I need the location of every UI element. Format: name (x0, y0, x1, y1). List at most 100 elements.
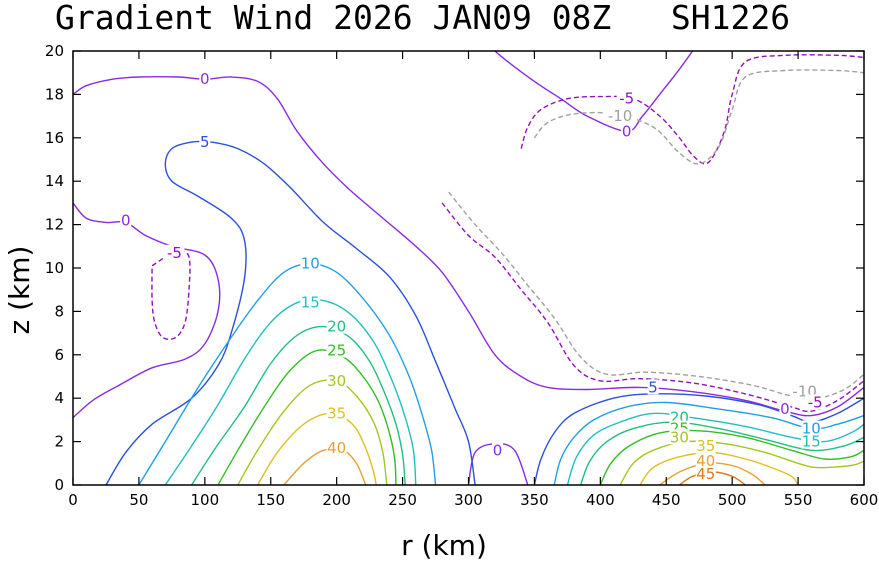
x-tick-label: 500 (718, 491, 747, 509)
contour-label-bg (326, 440, 347, 456)
contour-label-0-4: 0 (780, 400, 790, 418)
y-axis: 0 2 4 6 8 10 12 14 16 18 20 (45, 42, 864, 494)
contour-label-bg (120, 212, 132, 228)
contour-label-5-1: 5 (648, 378, 658, 396)
contour-line-40-23 (283, 447, 367, 486)
contour-line-35-22 (639, 451, 799, 486)
contour-line-0-3 (494, 50, 694, 133)
y-tick-label: 0 (54, 476, 64, 494)
x-tick-label: 250 (388, 491, 417, 509)
y-tick-label: 16 (45, 129, 64, 147)
x-tick-label: 200 (322, 491, 351, 509)
contour-line-0-0 (72, 76, 865, 417)
contour-line-20-16 (579, 421, 865, 486)
x-tick-label: 600 (850, 491, 879, 509)
x-tick-label: 550 (784, 491, 813, 509)
contour-label-bg (621, 123, 633, 139)
contour-line-30-20 (619, 440, 865, 486)
contour-line-neg10-8 (448, 191, 865, 400)
contour-label-bg (326, 318, 347, 334)
contour-label-45-0: 45 (696, 465, 715, 483)
contour-label-bg (326, 372, 347, 388)
contour-label-0-2: 0 (622, 122, 632, 140)
contour-label-bg (801, 420, 822, 436)
contour-label-bg (695, 437, 716, 453)
x-tick-label: 50 (129, 491, 148, 509)
contour-line-35-21 (257, 412, 377, 486)
contour-label-bg (164, 244, 185, 260)
y-tick-label: 14 (45, 172, 64, 190)
x-tick-label: 100 (191, 491, 220, 509)
contour-line-neg5-6 (441, 202, 865, 413)
contour-label-layer: -10-10-5-5-50000055101015152020252530303… (120, 70, 826, 483)
contour-label-10-1: 10 (802, 420, 821, 438)
contour-line-30-19 (237, 379, 388, 486)
contour-label-15-0: 15 (301, 294, 320, 312)
contour-label-35-0: 35 (327, 404, 346, 422)
contour-label-bg (300, 294, 321, 310)
contour-label-35-1: 35 (696, 437, 715, 455)
contour-label-bg (695, 466, 716, 482)
contour-label-bg (199, 134, 211, 150)
y-tick-label: 2 (54, 433, 64, 451)
contour-line-25-18 (599, 429, 865, 486)
contour-label-0-0: 0 (200, 70, 210, 88)
x-tick-label: 150 (256, 491, 285, 509)
contour-label-neg5-2: -5 (808, 394, 823, 412)
contour-label-40-1: 40 (696, 452, 715, 470)
contour-label-bg (326, 342, 347, 358)
contour-label-bg (805, 394, 826, 410)
contour-line-neg5-5 (151, 249, 191, 341)
y-tick-label: 4 (54, 389, 64, 407)
y-tick-label: 18 (45, 85, 64, 103)
contour-line-15-13 (164, 298, 417, 486)
contour-line-25-17 (217, 349, 397, 486)
y-tick-label: 20 (45, 42, 64, 60)
contour-line-40-24 (659, 462, 766, 486)
x-tick-label: 0 (68, 491, 78, 509)
contour-label-15-1: 15 (802, 433, 821, 451)
y-axis-label: z (km) (3, 246, 36, 335)
contour-label-bg (669, 429, 690, 445)
x-tick-label: 400 (586, 491, 615, 509)
x-axis-label: r (km) (401, 529, 487, 561)
contour-line-10-11 (138, 262, 437, 486)
y-tick-label: 6 (54, 346, 64, 364)
contour-line-neg5-4 (520, 54, 865, 165)
contour-line-5-9 (105, 140, 476, 486)
y-tick-label: 12 (45, 216, 64, 234)
contour-layer (72, 50, 865, 486)
contour-label-20-0: 20 (327, 318, 346, 336)
contour-label-bg (801, 433, 822, 449)
contour-label-5-0: 5 (200, 133, 210, 151)
y-tick-label: 10 (45, 259, 64, 277)
contour-label-bg (492, 442, 504, 458)
contour-line-0-1 (72, 202, 221, 419)
contour-label-bg (199, 71, 211, 87)
y-tick-label: 8 (54, 302, 64, 320)
contour-label-0-3: 0 (493, 441, 503, 459)
contour-label-bg (647, 379, 659, 395)
plot-frame (72, 50, 865, 486)
x-axis: 0 50 100 150 200 250 300 350 400 450 500 550 600 (68, 51, 878, 509)
contour-label-bg (616, 90, 637, 106)
contour-line-20-15 (191, 325, 406, 486)
contour-label-30-0: 30 (327, 372, 346, 390)
contour-label-bg (300, 255, 321, 271)
contour-label-bg (326, 405, 347, 421)
contour-label-neg5-0: -5 (167, 244, 182, 262)
chart-title: Gradient Wind 2026 JAN09 08Z SH1226 (55, 0, 790, 37)
contour-label-30-1: 30 (670, 428, 689, 446)
x-tick-label: 450 (652, 491, 681, 509)
contour-label-25-0: 25 (327, 341, 346, 359)
x-tick-label: 350 (520, 491, 549, 509)
contour-label-neg5-1: -5 (619, 90, 634, 108)
contour-label-40-0: 40 (327, 439, 346, 457)
x-tick-label: 300 (454, 491, 483, 509)
contour-line-15-14 (566, 412, 865, 486)
contour-label-10-0: 10 (301, 255, 320, 273)
contour-label-bg (605, 108, 635, 124)
contour-label-bg (779, 401, 791, 417)
contour-label-0-1: 0 (121, 211, 131, 229)
